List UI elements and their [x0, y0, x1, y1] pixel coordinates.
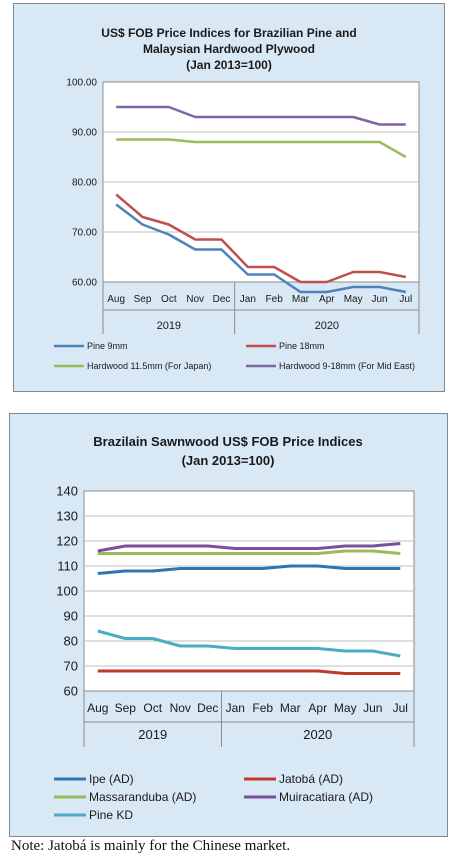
sawnwood-chart-panel: Brazilain Sawnwood US$ FOB Price Indices…: [9, 413, 448, 837]
footnote: Note: Jatobá is mainly for the Chinese m…: [11, 838, 291, 854]
series-line-massaranduba-ad: [97, 549, 401, 555]
x-tick-label: Jun: [371, 294, 387, 305]
series-line-pine-kd: [97, 629, 401, 658]
sawnwood-price-chart: Brazilain Sawnwood US$ FOB Price Indices…: [54, 434, 415, 822]
series-line-pine-9mm: [115, 203, 407, 294]
x-tick-label: Jul: [393, 701, 408, 715]
series-line-pine-18mm: [115, 193, 407, 284]
y-tick-label: 130: [56, 509, 78, 524]
x-tick-label: Aug: [87, 701, 108, 715]
legend-label: Jatobá (AD): [279, 772, 343, 786]
x-tick-label: Jul: [399, 294, 412, 305]
x-tick-label: Oct: [161, 294, 177, 305]
y-tick-label: 80.00: [72, 178, 97, 189]
y-tick-label: 90.00: [72, 128, 97, 139]
year-label: 2019: [157, 320, 181, 332]
x-tick-label: Jan: [240, 294, 256, 305]
series-line-muiracatiara-ad: [97, 542, 401, 553]
legend-label: Hardwood 9-18mm (For Mid East): [279, 361, 415, 371]
x-tick-label: Dec: [213, 294, 231, 305]
x-tick-label: May: [334, 701, 357, 715]
x-tick-label: Nov: [186, 294, 204, 305]
x-tick-label: Mar: [292, 294, 310, 305]
legend-label: Ipe (AD): [89, 772, 134, 786]
x-tick-label: Dec: [197, 701, 218, 715]
y-tick-label: 60.00: [72, 278, 97, 289]
series-line-ipe-ad: [97, 564, 401, 575]
year-label: 2020: [315, 320, 339, 332]
x-tick-label: Aug: [107, 294, 125, 305]
x-tick-label: Feb: [266, 294, 284, 305]
x-tick-label: Oct: [143, 701, 162, 715]
x-tick-label: Feb: [252, 701, 273, 715]
y-tick-label: 70.00: [72, 228, 97, 239]
x-tick-label: Apr: [319, 294, 335, 305]
legend-label: Hardwood 11.5mm (For Japan): [87, 361, 211, 371]
y-tick-label: 100.00: [66, 78, 97, 89]
year-label: 2020: [303, 727, 332, 742]
chart-title-line: US$ FOB Price Indices for Brazilian Pine…: [101, 26, 356, 40]
x-tick-label: Sep: [115, 701, 137, 715]
x-tick-label: Nov: [170, 701, 191, 715]
x-tick-label: Sep: [134, 294, 152, 305]
legend-label: Muiracatiara (AD): [279, 790, 373, 804]
y-tick-label: 120: [56, 534, 78, 549]
y-tick-label: 70: [64, 659, 78, 674]
chart-title-line: Malaysian Hardwood Plywood: [143, 42, 315, 56]
y-tick-label: 110: [57, 559, 78, 574]
x-tick-label: Jun: [363, 701, 382, 715]
series-line-hardwood-9-18mm-for-mid-east: [116, 105, 406, 126]
series-line-hardwood-11-5mm-for-japan: [116, 138, 407, 159]
y-tick-label: 100: [56, 584, 78, 599]
y-tick-label: 90: [64, 609, 78, 624]
chart-title-line: (Jan 2013=100): [186, 58, 272, 72]
plywood-price-chart: US$ FOB Price Indices for Brazilian Pine…: [54, 26, 420, 371]
chart-title-line: Brazilain Sawnwood US$ FOB Price Indices: [93, 434, 362, 449]
x-tick-label: Jan: [226, 701, 245, 715]
chart-title-line: (Jan 2013=100): [182, 453, 275, 468]
series-line-jatob-ad: [97, 669, 401, 675]
legend-label: Pine 18mm: [279, 341, 325, 351]
legend-label: Pine KD: [89, 808, 133, 822]
x-tick-label: Mar: [280, 701, 301, 715]
y-tick-label: 80: [64, 634, 78, 649]
legend-label: Massaranduba (AD): [89, 790, 196, 804]
y-tick-label: 60: [64, 684, 78, 699]
legend-label: Pine 9mm: [87, 341, 128, 351]
y-tick-label: 140: [56, 484, 78, 499]
year-label: 2019: [138, 727, 167, 742]
x-tick-label: Apr: [308, 701, 327, 715]
x-tick-label: May: [344, 294, 363, 305]
plywood-chart-panel: US$ FOB Price Indices for Brazilian Pine…: [13, 3, 445, 392]
